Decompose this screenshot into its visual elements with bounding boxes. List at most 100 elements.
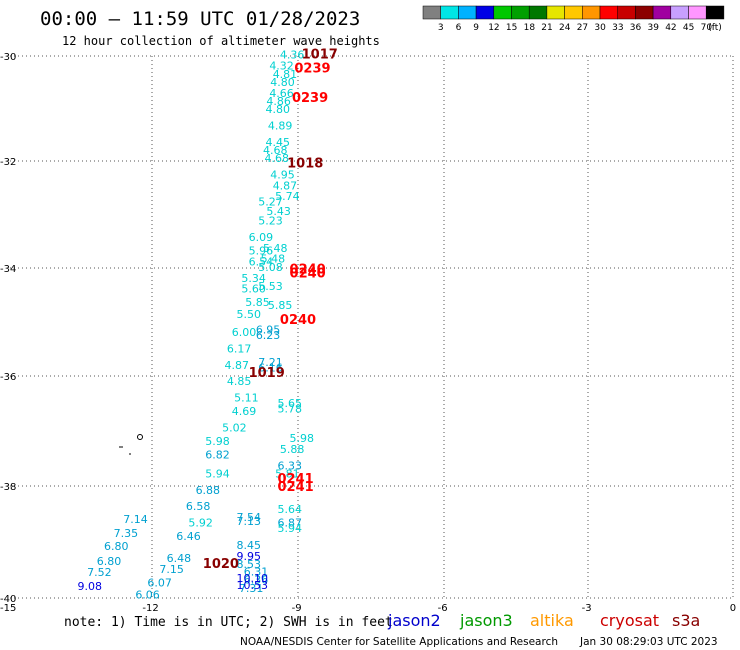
wave-height-label: 6.16: [258, 362, 283, 375]
color-swatch: [458, 5, 477, 20]
wave-height-label: 6.31: [244, 566, 269, 579]
color-swatch: [422, 5, 441, 20]
wave-height-label: 6.80: [97, 555, 122, 568]
wave-height-label: 5.65: [278, 397, 303, 410]
wave-height-label: 6.36: [244, 574, 269, 587]
wave-height-label: 6.54: [249, 255, 274, 268]
color-swatch: [705, 5, 725, 20]
pass-label: 0241: [278, 472, 314, 487]
pass-label: 0241: [278, 480, 314, 495]
wave-height-label: 10.10: [237, 572, 268, 585]
scale-tick-label: 9: [473, 23, 479, 33]
wave-height-label: 6.82: [205, 449, 230, 462]
pass-label: 0240: [280, 313, 316, 328]
satellite-legend-cryosat: cryosat: [600, 611, 659, 630]
scale-tick-label: 70: [701, 23, 713, 33]
wave-height-label: 5.08: [258, 261, 283, 274]
wave-height-label: 7.35: [114, 527, 139, 540]
scale-tick-label: 15: [506, 23, 517, 33]
color-swatch: [670, 5, 689, 20]
y-tick-label: -30: [0, 52, 16, 63]
y-tick-label: -40: [0, 594, 16, 605]
x-tick-label: 0: [730, 603, 736, 614]
color-scale-legend: 3 6 9 12 15 18 21 24 27 30 33 36 39 42 45 70(ft): [422, 5, 725, 33]
wave-height-label: 4.68: [263, 144, 288, 157]
wave-height-label: 9.08: [77, 580, 102, 593]
footer-credit: NOAA/NESDIS Center for Satellite Applica…: [240, 636, 558, 648]
wave-height-label: 7.52: [87, 566, 112, 579]
wave-height-label: 5.43: [266, 205, 291, 218]
color-swatch: [688, 5, 707, 20]
scale-tick-label: 30: [594, 23, 606, 33]
x-tick-label: -6: [438, 603, 448, 614]
scale-tick-label: 42: [665, 23, 676, 33]
x-tick-label: -12: [142, 603, 158, 614]
wave-height-label: 4.69: [232, 405, 257, 418]
wave-height-label: 4.32: [269, 60, 294, 73]
color-swatch: [582, 5, 601, 20]
satellite-legend-jason3: jason3: [459, 611, 513, 630]
pass-label: 0240: [290, 266, 326, 281]
scale-tick-label: 21: [541, 23, 552, 33]
wave-height-label: 5.11: [234, 391, 259, 404]
chart-subtitle: 12 hour collection of altimeter wave hei…: [62, 34, 380, 48]
wave-height-label: 7.15: [159, 563, 184, 576]
wave-height-label: 5.64: [278, 503, 303, 516]
scale-tick-label: 18: [524, 23, 536, 33]
wave-height-label: 5.94: [205, 468, 230, 481]
scale-unit-label: (ft): [708, 23, 722, 33]
chart-title: 00:00 – 11:59 UTC 01/28/2023: [40, 8, 360, 30]
wave-height-label: 5.74: [275, 190, 300, 203]
wave-height-label: 8.53: [237, 558, 261, 571]
wave-height-label: 7.21: [258, 356, 283, 369]
color-swatch: [564, 5, 583, 20]
wave-height-label: 6.23: [256, 329, 281, 342]
wave-height-label: 8.45: [237, 539, 261, 552]
pass-label: 1018: [287, 157, 323, 172]
wave-height-label: 6.17: [227, 342, 252, 355]
scale-tick-label: 45: [683, 23, 694, 33]
wave-height-label: 7.54: [237, 511, 261, 524]
pass-label: 1019: [249, 366, 285, 381]
axis-ticks: -15 -12 -9 -6 -3 0-30-32-34-36-38-40: [0, 52, 736, 614]
pass-label: 1017: [302, 48, 338, 63]
pass-label: 1020: [203, 557, 239, 572]
pass-label: 0240: [290, 263, 326, 278]
wave-height-label: 4.80: [270, 76, 295, 89]
wave-height-label: 5.98: [205, 435, 230, 448]
wave-height-label: 5.27: [258, 196, 283, 209]
color-swatch: [493, 5, 512, 20]
wave-height-label: 5.96: [249, 245, 274, 258]
scale-tick-label: 24: [559, 23, 571, 33]
scale-tick-label: 39: [648, 23, 660, 33]
island-shapes: [119, 434, 143, 455]
wave-height-label: 10.53: [237, 579, 268, 592]
wave-height-label: 6.88: [196, 484, 221, 497]
wave-height-label: 6.58: [186, 500, 211, 513]
x-tick-label: -3: [582, 603, 592, 614]
satellite-legend-s3a: s3a: [672, 611, 700, 630]
wave-height-label: 5.34: [241, 272, 265, 285]
scale-tick-label: 27: [577, 23, 588, 33]
scale-tick-label: 3: [438, 23, 444, 33]
color-swatch: [546, 5, 565, 20]
color-swatch: [652, 5, 672, 20]
wave-height-label: 5.81: [275, 468, 300, 481]
wave-height-label: 5.23: [258, 215, 283, 228]
wave-height-label: 4.36: [280, 49, 305, 62]
wave-height-label: 5.88: [280, 443, 305, 456]
wave-height-label: 5.85: [268, 299, 293, 312]
satellite-legend-jason2: jason2: [387, 611, 441, 630]
wave-height-label: 4.85: [227, 375, 252, 388]
pass-label: 0239: [292, 91, 328, 106]
wave-height-label: 7.31: [239, 582, 264, 595]
wave-height-label: 6.48: [167, 552, 192, 565]
scale-tick-label: 6: [456, 23, 462, 33]
scale-tick-label: 33: [612, 23, 623, 33]
wave-height-label: 4.66: [269, 87, 294, 100]
x-tick-label: -15: [0, 603, 16, 614]
island-shape: [137, 434, 143, 440]
color-swatch: [635, 5, 654, 20]
wave-height-label: 5.50: [237, 308, 261, 321]
